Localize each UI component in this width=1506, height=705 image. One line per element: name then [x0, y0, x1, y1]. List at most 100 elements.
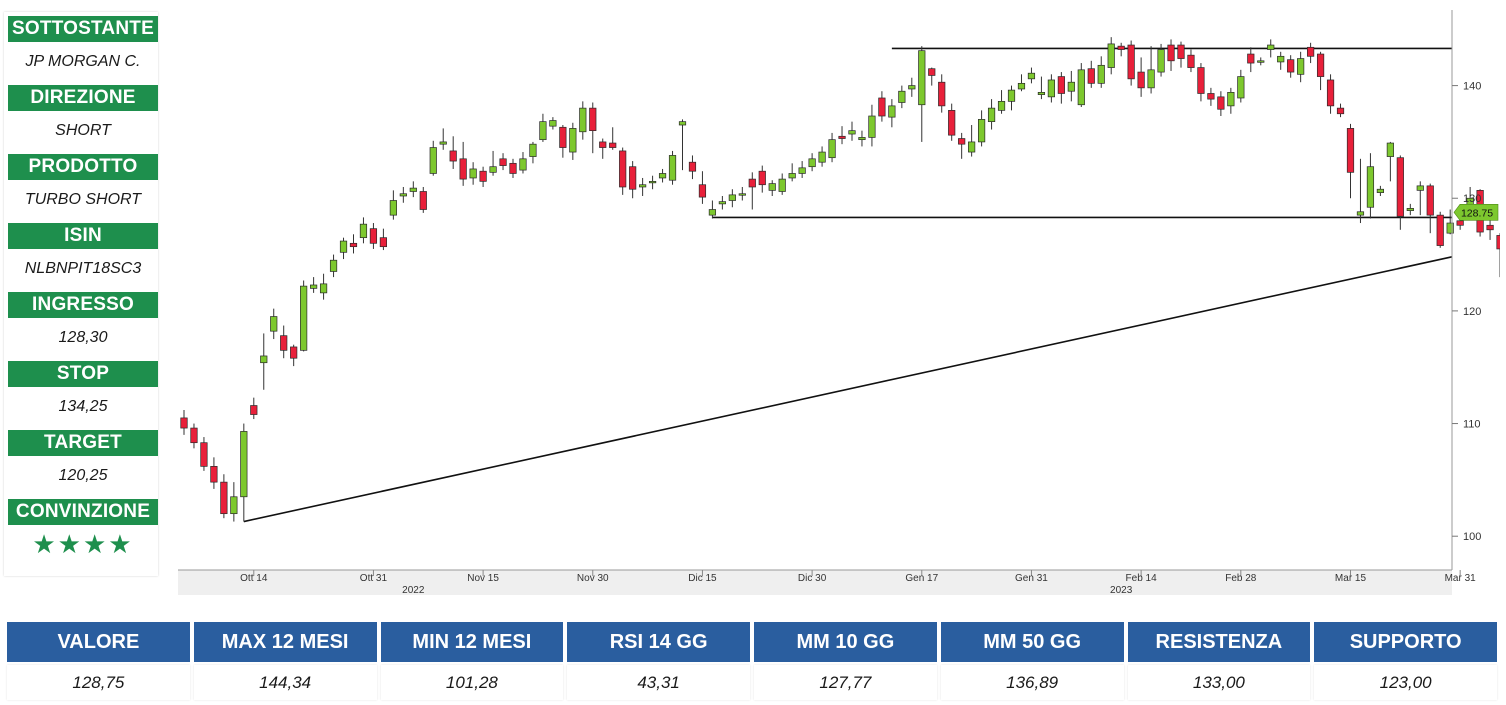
y-axis: 100 110 120 130 140 128.75 [1451, 10, 1499, 570]
candle [1047, 74, 1055, 103]
candle [180, 410, 188, 435]
last-price-label: 128.75 [1461, 207, 1493, 219]
candle [1137, 57, 1145, 97]
candle [848, 121, 856, 141]
candle [1147, 46, 1155, 94]
year-label: 2023 [1110, 585, 1133, 595]
sidebar-label-6: TARGET [8, 430, 158, 456]
candle [1297, 51, 1305, 83]
y-tick-label: 140 [1463, 81, 1481, 93]
candle [220, 474, 228, 519]
candle [778, 173, 786, 195]
candle [379, 228, 387, 251]
candle [918, 46, 926, 142]
sidebar-label-7: CONVINZIONE [8, 499, 158, 525]
y-tick-label: 110 [1463, 419, 1481, 431]
candle [1167, 39, 1175, 71]
sidebar-value-3: NLBNPIT18SC3 [24, 260, 142, 277]
candle [589, 102, 597, 154]
candle [210, 457, 218, 489]
candle [1326, 74, 1335, 114]
y-tick-label: 130 [1463, 193, 1481, 205]
candle [629, 161, 637, 199]
candle [359, 217, 368, 244]
conviction-stars: ★★★★ [32, 529, 134, 559]
last-price-marker: 128.75 [1453, 204, 1499, 221]
candle [329, 254, 338, 278]
candle [668, 150, 677, 185]
candle [310, 277, 318, 293]
table-header-4: MM 10 GG [754, 622, 937, 662]
sidebar-label-1: DIREZIONE [8, 85, 158, 111]
candle [439, 128, 447, 150]
candle [1067, 70, 1075, 102]
sidebar-value-6: 120,25 [58, 467, 108, 484]
sidebar-value-1: SHORT [55, 122, 111, 139]
candle [339, 237, 348, 260]
sidebar-value-4: 128,30 [58, 329, 108, 346]
candle [1267, 39, 1275, 58]
candle [818, 146, 826, 167]
candle [469, 162, 477, 185]
table-header-6: RESISTENZA [1127, 622, 1311, 662]
x-tick-label: Gen 17 [905, 573, 938, 584]
candle [200, 437, 208, 471]
sidebar-label-5: STOP [8, 361, 158, 387]
candle [1057, 72, 1065, 104]
candle [1277, 51, 1285, 70]
table-value-3: 43,31 [567, 665, 750, 700]
candle [928, 67, 936, 86]
candle [1197, 63, 1205, 102]
candle [977, 110, 986, 147]
candle [888, 99, 896, 128]
x-tick-label: Dic 15 [688, 573, 717, 584]
y-tick-label: 120 [1463, 306, 1481, 318]
candle [479, 166, 487, 187]
candle [997, 90, 1006, 114]
candle [419, 186, 427, 213]
candle [489, 150, 497, 176]
candle [1157, 43, 1165, 77]
candle [559, 125, 567, 158]
candle [698, 171, 707, 204]
sidebar-value-0: JP MORGAN C. [25, 53, 141, 70]
candle [1486, 217, 1494, 240]
candle [758, 165, 766, 193]
candle [858, 130, 866, 147]
table-value-6: 133,00 [1127, 665, 1311, 700]
table-value-0: 128,75 [7, 665, 190, 700]
candle [1426, 183, 1434, 234]
x-axis: Ott 14 Ott 31 Nov 15 Nov 30 Dic 15 Dic 30 Gen … [178, 569, 1477, 595]
candle [1376, 185, 1385, 196]
x-axis-band [178, 570, 1452, 595]
candle [768, 180, 776, 196]
candle [1316, 51, 1325, 91]
candle [908, 77, 916, 97]
candle [449, 136, 457, 169]
candle [968, 125, 976, 157]
candle [1336, 103, 1345, 118]
candle [349, 234, 358, 254]
candle [250, 397, 258, 420]
candle [898, 85, 906, 109]
candle [1037, 76, 1046, 100]
candle [1396, 155, 1404, 230]
candle [1107, 37, 1115, 75]
candle [688, 155, 697, 180]
candle [1217, 91, 1225, 117]
candle [808, 153, 816, 172]
candle [828, 132, 836, 163]
candle [369, 223, 378, 249]
sidebar-label-0: SOTTOSTANTE [8, 16, 158, 42]
sidebar-label-3: ISIN [8, 223, 158, 249]
x-tick-label: Mar 31 [1445, 573, 1477, 584]
candle [319, 273, 328, 300]
x-tick-label: Nov 30 [577, 573, 609, 584]
candle [648, 175, 657, 190]
candle [509, 158, 517, 178]
candle [539, 113, 547, 142]
table-value-4: 127,77 [754, 665, 937, 700]
candle [609, 127, 617, 150]
sidebar-value-2: TURBO SHORT [24, 191, 142, 208]
candle [459, 141, 467, 186]
